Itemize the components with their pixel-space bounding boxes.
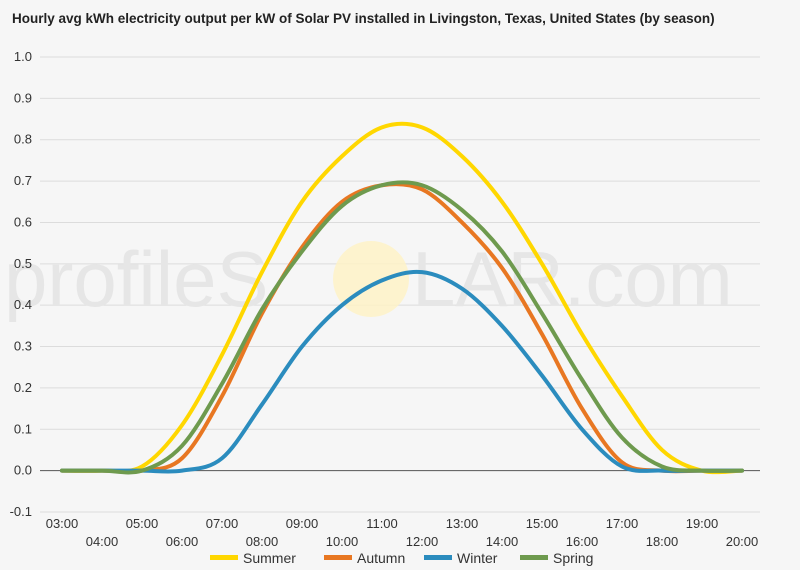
y-tick-label: 0.1: [14, 421, 32, 436]
legend-swatch: [424, 555, 452, 560]
x-tick-label: 11:00: [366, 516, 398, 531]
y-tick-label: 0.7: [14, 173, 32, 188]
series-line-autumn: [60, 181, 744, 474]
x-axis: 03:00 04:00 05:00 06:00 07:00 08:00 09:00 10:00…: [46, 516, 759, 549]
x-tick-label: 16:00: [566, 534, 599, 549]
x-tick-label: 06:00: [166, 534, 199, 549]
x-tick-label: 17:00: [606, 516, 639, 531]
y-tick-label: 0.0: [14, 463, 32, 478]
watermark-text-right: LAR.com: [412, 235, 733, 323]
legend-swatch: [210, 555, 238, 560]
y-tick-label: 0.5: [14, 256, 32, 271]
y-tick-label: 0.6: [14, 214, 32, 229]
y-tick-label: 0.9: [14, 90, 32, 105]
x-tick-label: 05:00: [126, 516, 159, 531]
legend-item-autumn[interactable]: Autumn: [324, 550, 405, 566]
legend-label: Winter: [457, 550, 498, 566]
series-line-winter: [60, 269, 744, 474]
y-tick-label: 0.2: [14, 380, 32, 395]
x-tick-label: 08:00: [246, 534, 279, 549]
x-tick-label: 18:00: [646, 534, 679, 549]
x-tick-label: 15:00: [526, 516, 559, 531]
x-tick-label: 07:00: [206, 516, 239, 531]
x-tick-label: 04:00: [86, 534, 119, 549]
y-axis: -0.1 0.0 0.1 0.2 0.3 0.4 0.5 0.6 0.7 0.8 0.9 1.0: [10, 49, 760, 519]
x-tick-label: 13:00: [446, 516, 479, 531]
x-tick-label: 12:00: [406, 534, 439, 549]
legend-label: Autumn: [357, 550, 405, 566]
x-tick-label: 20:00: [726, 534, 759, 549]
series-line-spring: [60, 180, 744, 475]
x-tick-label: 09:00: [286, 516, 319, 531]
y-tick-label: 1.0: [14, 49, 32, 64]
legend-label: Spring: [553, 550, 593, 566]
x-tick-label: 10:00: [326, 534, 359, 549]
x-tick-label: 14:00: [486, 534, 519, 549]
legend-item-winter[interactable]: Winter: [424, 550, 498, 566]
y-tick-label: 0.8: [14, 132, 32, 147]
series-line-summer: [60, 121, 744, 475]
chart-title: Hourly avg kWh electricity output per kW…: [12, 11, 715, 26]
x-tick-label: 19:00: [686, 516, 719, 531]
y-tick-label: -0.1: [10, 504, 32, 519]
legend-item-summer[interactable]: Summer: [210, 550, 296, 566]
legend-swatch: [324, 555, 352, 560]
legend[interactable]: Summer Autumn Winter Spring: [210, 550, 593, 566]
y-tick-label: 0.3: [14, 339, 32, 354]
watermark-text-left: profileS: [4, 235, 268, 323]
legend-swatch: [520, 555, 548, 560]
legend-label: Summer: [243, 550, 296, 566]
series-lines: [60, 121, 744, 475]
grid: [40, 56, 760, 513]
watermark: profileS LAR.com: [4, 235, 733, 323]
legend-item-spring[interactable]: Spring: [520, 550, 593, 566]
y-tick-label: 0.4: [14, 297, 32, 312]
x-tick-label: 03:00: [46, 516, 79, 531]
